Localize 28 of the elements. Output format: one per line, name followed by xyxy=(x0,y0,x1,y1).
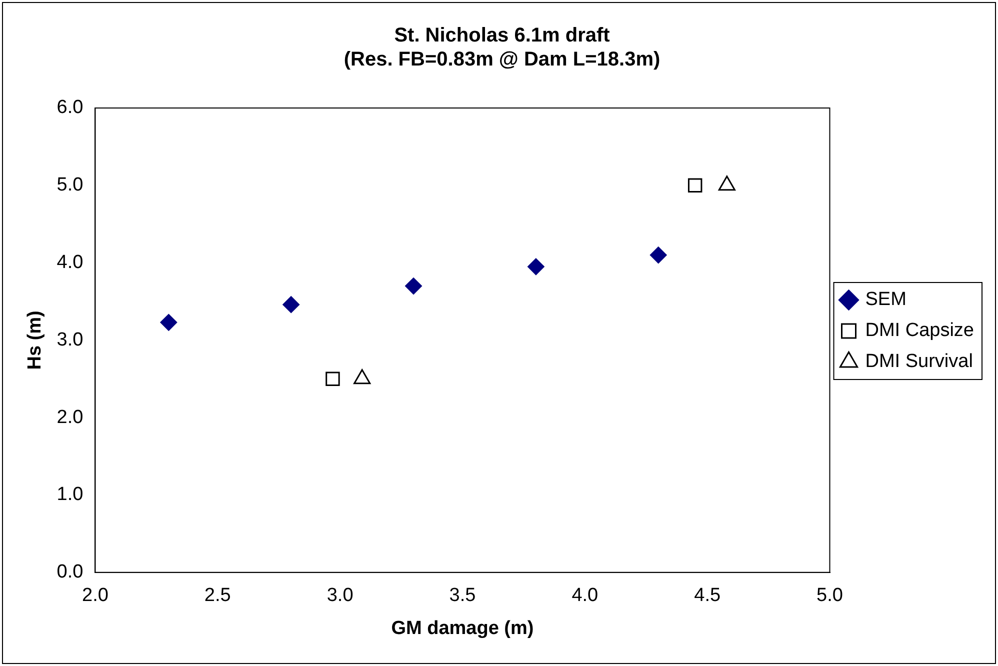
legend-label: DMI Capsize xyxy=(865,320,974,342)
y-tick-label: 3.0 xyxy=(56,329,84,350)
point xyxy=(688,178,702,193)
y-tick-label: 6.0 xyxy=(56,97,84,118)
y-tick-label: 0.0 xyxy=(56,562,84,583)
point xyxy=(160,314,178,331)
x-tick-label: 2.0 xyxy=(82,585,108,606)
x-tick-label: 4.5 xyxy=(694,585,721,606)
y-axis-title: Hs (m) xyxy=(24,310,46,370)
point xyxy=(405,278,422,295)
x-tick-label: 5.0 xyxy=(816,585,843,606)
text: St. Nicholas 6.1m draft xyxy=(394,24,610,47)
x-axis-title: GM damage (m) xyxy=(391,618,534,639)
x-tick-label: 3.0 xyxy=(326,585,354,606)
y-tick-label: 1.0 xyxy=(56,484,84,506)
legend-label: SEM xyxy=(865,289,906,310)
text: (Res. FB=0.83m @ Dam L=18.3m) xyxy=(344,48,660,71)
point xyxy=(326,372,340,386)
legend-label: DMI Survival xyxy=(865,351,973,372)
y-tick-label: 2.0 xyxy=(56,406,84,428)
y-tick-label: 4.0 xyxy=(56,252,84,274)
point xyxy=(650,246,667,264)
x-tick-label: 3.5 xyxy=(449,585,476,606)
x-tick-label: 2.5 xyxy=(204,585,231,606)
point xyxy=(282,296,300,314)
x-tick-label: 4.0 xyxy=(572,585,598,606)
point xyxy=(527,258,544,276)
y-tick-label: 5.0 xyxy=(56,174,84,196)
